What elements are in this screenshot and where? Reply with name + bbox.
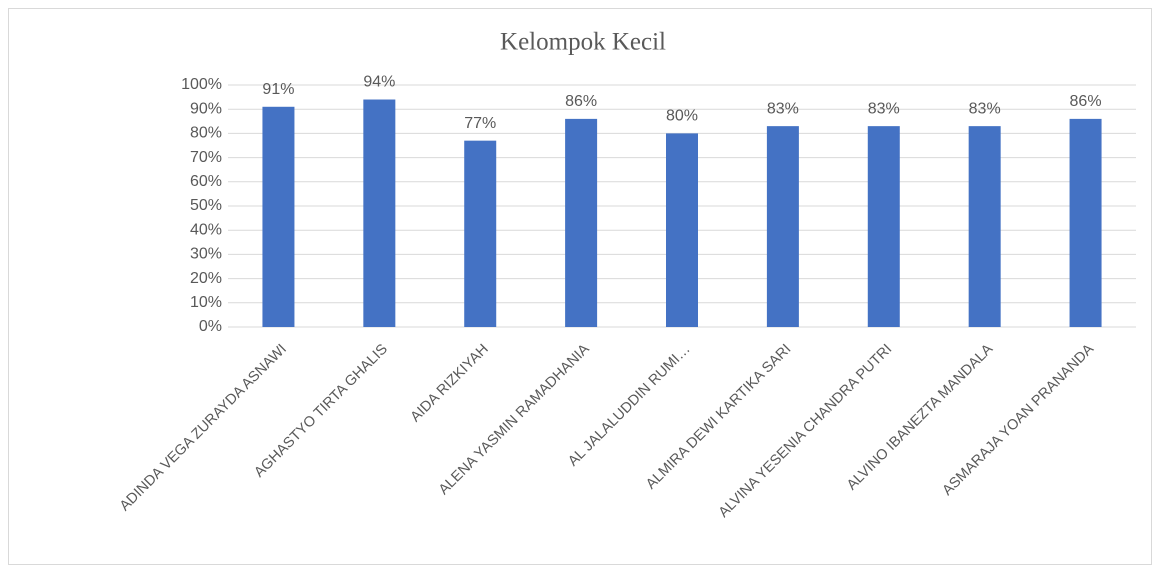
data-label: 83% <box>868 100 900 117</box>
y-tick-label: 40% <box>190 221 222 238</box>
y-tick-label: 50% <box>190 197 222 214</box>
y-tick-label: 0% <box>199 318 222 335</box>
y-tick-label: 20% <box>190 270 222 287</box>
bar <box>262 106 295 327</box>
bar <box>666 133 698 327</box>
bar <box>968 126 1001 327</box>
data-label: 80% <box>666 108 698 125</box>
bar <box>464 140 497 327</box>
data-label: 86% <box>1070 93 1102 110</box>
y-tick-label: 90% <box>190 100 222 117</box>
y-tick-label: 70% <box>190 149 222 166</box>
data-label: 94% <box>363 74 395 91</box>
y-tick-label: 60% <box>190 173 222 190</box>
data-label: 77% <box>464 115 496 132</box>
bar <box>1069 118 1102 327</box>
y-tick-label: 100% <box>181 76 222 93</box>
bar <box>565 118 598 327</box>
y-tick-label: 10% <box>190 294 222 311</box>
y-tick-label: 30% <box>190 246 222 263</box>
chart-title: Kelompok Kecil <box>500 29 666 56</box>
bar <box>867 126 900 327</box>
bar <box>363 99 396 328</box>
data-label: 83% <box>969 100 1001 117</box>
data-label: 83% <box>767 100 799 117</box>
data-label: 86% <box>565 93 597 110</box>
y-tick-label: 80% <box>190 125 222 142</box>
data-label: 91% <box>262 81 294 98</box>
bar <box>766 126 799 327</box>
